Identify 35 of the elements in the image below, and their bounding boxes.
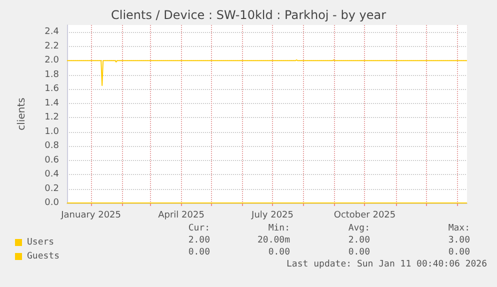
text: 0.00: [348, 248, 370, 258]
y-tick-label: 0.0: [44, 198, 60, 208]
text: 0.00: [448, 248, 470, 258]
y-tick-label: 1.6: [44, 84, 60, 94]
text: 0.00: [268, 248, 290, 258]
y-tick-label: 0.6: [44, 155, 60, 166]
text: Cur:: [188, 224, 210, 234]
line-series: [66, 59, 468, 86]
x-tick-label: July 2025: [250, 210, 294, 220]
y-axis-title: clients: [16, 98, 28, 130]
y-tick-label: 2.4: [44, 27, 60, 38]
text: 0.00: [188, 248, 210, 258]
y-tick-label: 0.8: [44, 141, 60, 152]
text: 2.00: [188, 236, 210, 246]
y-tick-label: 2.0: [44, 56, 60, 66]
y-tick-label: 1.8: [44, 70, 60, 80]
chart-title: Clients / Device : SW-10kld : Parkhoj - by year: [110, 8, 386, 22]
y-tick-label: 0.2: [44, 184, 59, 194]
legend-label: Users: [27, 238, 54, 248]
text: Min:: [268, 224, 290, 234]
x-tick-label: October 2025: [334, 210, 396, 220]
text: 3.00: [448, 236, 470, 246]
y-tick-label: 1.2: [44, 112, 59, 123]
text: Max:: [448, 224, 470, 234]
text: 20.00m: [257, 236, 290, 246]
legend-label: Guests: [27, 252, 60, 262]
y-tick-label: 1.4: [44, 98, 60, 108]
text: Avg:: [348, 224, 370, 234]
y-tick-label: 1.0: [44, 126, 60, 137]
text: 2.00: [348, 236, 370, 246]
y-tick-label: 2.2: [44, 41, 59, 52]
x-tick-label: April 2025: [158, 210, 204, 220]
y-tick-label: 0.4: [44, 170, 60, 180]
x-tick-label: January 2025: [60, 210, 122, 220]
text: Last update: Sun Jan 11 00:40:06 2026: [286, 260, 487, 270]
